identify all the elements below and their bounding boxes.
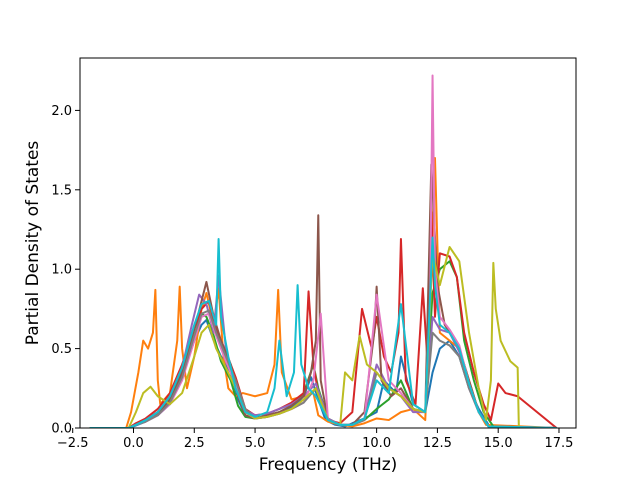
y-tick-label: 1.5 [51,183,72,198]
y-tick-label: 0.0 [51,422,72,437]
series-line-7 [89,74,557,428]
series-line-8 [89,309,557,428]
y-tick-label: 2.0 [51,104,72,119]
x-tick-label: 12.5 [423,436,452,451]
x-axis-label: Frequency (THz) [259,455,398,475]
series-line-10 [89,236,557,428]
series-layer [89,74,558,428]
x-tick-label: 0.0 [123,436,144,451]
x-tick-label: 5.0 [245,436,266,451]
x-axis: −2.5 0.0 2.5 5.0 7.5 10.0 12.5 15.0 17.5 [57,428,574,451]
x-tick-label: −2.5 [57,436,89,451]
series-line-4 [89,211,558,428]
series-line-6 [89,163,557,428]
x-tick-label: 10.0 [362,436,391,451]
series-line-9 [89,245,557,428]
y-axis-label: Partial Density of States [23,141,43,346]
x-tick-label: 2.5 [184,436,205,451]
plot-frame [79,57,577,429]
y-tick-label: 0.5 [51,342,72,357]
y-tick-label: 1.0 [51,263,72,278]
x-tick-label: 17.5 [545,436,574,451]
x-tick-label: 7.5 [305,436,326,451]
y-axis: 0.0 0.5 1.0 1.5 2.0 [51,104,80,437]
x-tick-label: 15.0 [484,436,513,451]
